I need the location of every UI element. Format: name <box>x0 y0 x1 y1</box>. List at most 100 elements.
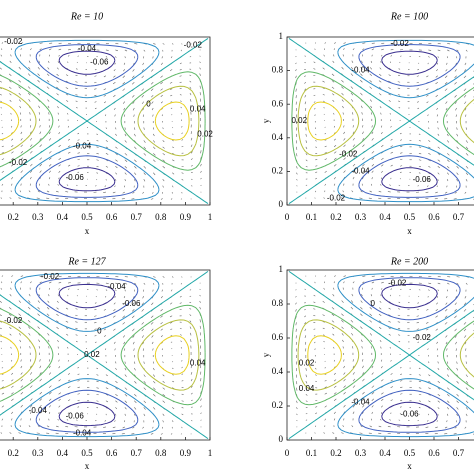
quiver-arrow <box>58 392 62 395</box>
quiver-arrow <box>465 407 469 410</box>
quiver-arrow <box>304 108 307 111</box>
quiver-arrow <box>123 107 126 111</box>
quiver-arrow <box>115 127 117 130</box>
quiver-arrow <box>199 319 201 323</box>
quiver-arrow <box>58 379 61 382</box>
quiver-arrow <box>1 380 4 382</box>
quiver-arrow <box>115 165 118 169</box>
quiver-arrow <box>378 313 382 317</box>
quiver-arrow <box>436 185 439 188</box>
quiver-arrow <box>378 320 382 323</box>
quiver-arrow <box>465 49 468 52</box>
quiver-arrow <box>437 153 441 156</box>
quiver-arrow <box>1 373 4 375</box>
quiver-arrow <box>96 387 99 389</box>
quiver-arrow <box>444 315 448 318</box>
quiver-arrow <box>46 307 50 310</box>
quiver-arrow <box>343 48 345 51</box>
quiver-arrow <box>341 313 344 316</box>
contour-label: 0.04 <box>299 384 315 393</box>
quiver-arrow <box>427 348 429 351</box>
quiver-arrow <box>1 418 4 421</box>
quiver-arrow <box>132 328 135 332</box>
contour-line <box>0 319 200 391</box>
quiver-arrow <box>436 302 438 305</box>
quiver-arrow <box>463 322 467 325</box>
quiver-arrow <box>425 426 429 428</box>
quiver-arrow <box>465 114 467 117</box>
contour-line <box>291 71 474 171</box>
quiver-arrow <box>29 359 32 362</box>
quiver-arrow <box>114 296 116 298</box>
quiver-arrow <box>380 177 383 180</box>
quiver-arrow <box>103 191 106 193</box>
quiver-arrow <box>352 170 355 173</box>
quiver-arrow <box>352 372 355 375</box>
x-tick-label: 0.4 <box>379 212 391 222</box>
quiver-arrow <box>113 302 116 305</box>
contour-label: -0.06 <box>400 410 419 419</box>
quiver-arrow <box>11 392 14 395</box>
quiver-arrow <box>161 348 163 351</box>
x-tick-label: 0.5 <box>81 212 93 222</box>
quiver-arrow <box>115 387 118 390</box>
quiver-arrow <box>343 42 346 44</box>
quiver-arrow <box>352 378 356 382</box>
quiver-arrow <box>20 183 22 186</box>
x-tick-label: 0.7 <box>453 212 465 222</box>
quiver-arrow <box>416 322 420 324</box>
quiver-arrow <box>362 125 364 128</box>
quiver-arrow <box>20 281 22 284</box>
quiver-arrow <box>417 185 420 187</box>
contour-label: -0.02 <box>9 158 28 167</box>
quiver-arrow <box>446 166 450 169</box>
quiver-arrow <box>444 75 448 78</box>
quiver-arrow <box>1 386 5 388</box>
quiver-arrow <box>304 82 307 84</box>
quiver-arrow <box>390 379 393 382</box>
quiver-arrow <box>66 184 69 186</box>
quiver-arrow <box>160 315 163 318</box>
quiver-arrow <box>153 387 156 390</box>
quiver-arrow <box>399 386 403 388</box>
quiver-arrow <box>379 300 382 303</box>
quiver-arrow <box>418 380 422 383</box>
quiver-arrow <box>371 405 374 408</box>
quiver-arrow <box>390 151 394 154</box>
quiver-arrow <box>369 80 373 83</box>
quiver-arrow <box>142 348 145 351</box>
quiver-arrow <box>28 92 31 96</box>
quiver-arrow <box>58 164 61 167</box>
quiver-arrow <box>464 62 467 66</box>
quiver-arrow <box>437 146 441 149</box>
quiver-arrow <box>343 391 346 395</box>
quiver-arrow <box>134 133 136 137</box>
quiver-arrow <box>416 88 420 90</box>
contour-line <box>58 283 116 427</box>
quiver-arrow <box>378 326 382 330</box>
quiver-arrow <box>96 407 99 409</box>
quiver-arrow <box>1 405 4 408</box>
quiver-arrow <box>94 341 97 343</box>
quiver-arrow <box>8 307 12 310</box>
quiver-arrow <box>315 146 318 148</box>
quiver-arrow <box>141 322 144 325</box>
quiver-arrow <box>115 282 119 285</box>
quiver-arrow <box>399 380 403 382</box>
quiver-arrow <box>152 49 155 52</box>
quiver-arrow <box>38 60 40 63</box>
quiver-arrow <box>179 295 182 298</box>
quiver-arrow <box>314 348 316 350</box>
quiver-arrow <box>456 282 459 285</box>
quiver-arrow <box>48 294 50 297</box>
quiver-arrow <box>456 146 459 150</box>
quiver-arrow <box>75 321 78 323</box>
quiver-arrow <box>141 302 145 306</box>
quiver-arrow <box>190 399 193 402</box>
quiver-arrow <box>190 339 192 342</box>
contour-label: -0.06 <box>122 299 141 308</box>
quiver-arrow <box>360 92 363 96</box>
quiver-arrow <box>371 125 373 128</box>
quiver-arrow <box>199 55 201 57</box>
quiver-arrow <box>369 67 373 70</box>
